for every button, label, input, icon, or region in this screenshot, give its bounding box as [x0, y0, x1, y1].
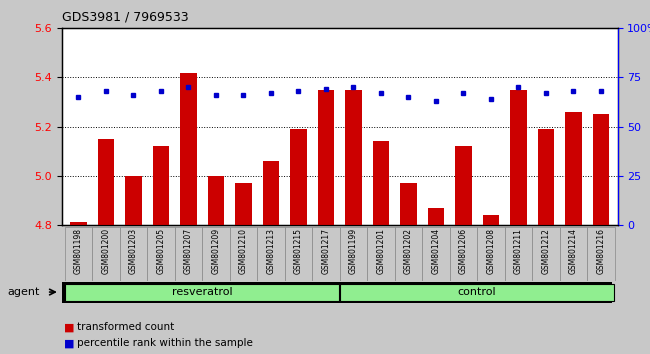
Text: GSM801206: GSM801206: [459, 228, 468, 274]
Text: GSM801212: GSM801212: [541, 228, 551, 274]
Bar: [147, 227, 175, 281]
Bar: [422, 227, 450, 281]
Bar: [64, 227, 92, 281]
Bar: [395, 227, 422, 281]
Text: GSM801199: GSM801199: [349, 228, 358, 274]
Bar: [120, 227, 147, 281]
Text: GSM801198: GSM801198: [73, 228, 83, 274]
Text: resveratrol: resveratrol: [172, 287, 233, 297]
Bar: [202, 227, 229, 281]
Bar: [532, 227, 560, 281]
Text: GSM801207: GSM801207: [184, 228, 193, 274]
Bar: [538, 129, 554, 225]
Bar: [285, 227, 312, 281]
Bar: [372, 141, 389, 225]
Bar: [560, 227, 587, 281]
Bar: [125, 176, 142, 225]
Bar: [180, 73, 196, 225]
Text: GSM801208: GSM801208: [486, 228, 495, 274]
Bar: [340, 284, 614, 301]
Bar: [483, 215, 499, 225]
Text: transformed count: transformed count: [77, 322, 174, 332]
Bar: [70, 222, 86, 225]
Bar: [153, 146, 169, 225]
Bar: [257, 227, 285, 281]
Bar: [428, 207, 444, 225]
Bar: [450, 227, 477, 281]
Bar: [65, 284, 339, 301]
Text: GSM801205: GSM801205: [156, 228, 165, 274]
Bar: [263, 161, 279, 225]
Text: GSM801214: GSM801214: [569, 228, 578, 274]
Bar: [566, 112, 582, 225]
Text: GSM801217: GSM801217: [321, 228, 330, 274]
Bar: [477, 227, 504, 281]
Bar: [235, 183, 252, 225]
Text: GSM801211: GSM801211: [514, 228, 523, 274]
Text: agent: agent: [8, 287, 40, 297]
Text: GSM801210: GSM801210: [239, 228, 248, 274]
Bar: [290, 129, 307, 225]
Bar: [318, 90, 334, 225]
Text: GDS3981 / 7969533: GDS3981 / 7969533: [62, 10, 188, 23]
Bar: [400, 183, 417, 225]
Bar: [587, 227, 615, 281]
Text: GSM801215: GSM801215: [294, 228, 303, 274]
Bar: [455, 146, 472, 225]
Bar: [207, 176, 224, 225]
Text: GSM801204: GSM801204: [432, 228, 441, 274]
Text: GSM801209: GSM801209: [211, 228, 220, 274]
Text: percentile rank within the sample: percentile rank within the sample: [77, 338, 253, 348]
Text: ■: ■: [64, 338, 74, 348]
Bar: [339, 227, 367, 281]
Bar: [98, 139, 114, 225]
Text: GSM801202: GSM801202: [404, 228, 413, 274]
Bar: [175, 227, 202, 281]
Bar: [92, 227, 120, 281]
Bar: [367, 227, 395, 281]
Text: GSM801201: GSM801201: [376, 228, 385, 274]
Bar: [504, 227, 532, 281]
Text: GSM801213: GSM801213: [266, 228, 276, 274]
Bar: [345, 90, 361, 225]
Bar: [312, 227, 339, 281]
Bar: [510, 90, 526, 225]
Text: control: control: [458, 287, 497, 297]
Text: GSM801203: GSM801203: [129, 228, 138, 274]
Bar: [593, 114, 609, 225]
Text: GSM801200: GSM801200: [101, 228, 111, 274]
Text: GSM801216: GSM801216: [597, 228, 606, 274]
Text: ■: ■: [64, 322, 74, 332]
Bar: [229, 227, 257, 281]
